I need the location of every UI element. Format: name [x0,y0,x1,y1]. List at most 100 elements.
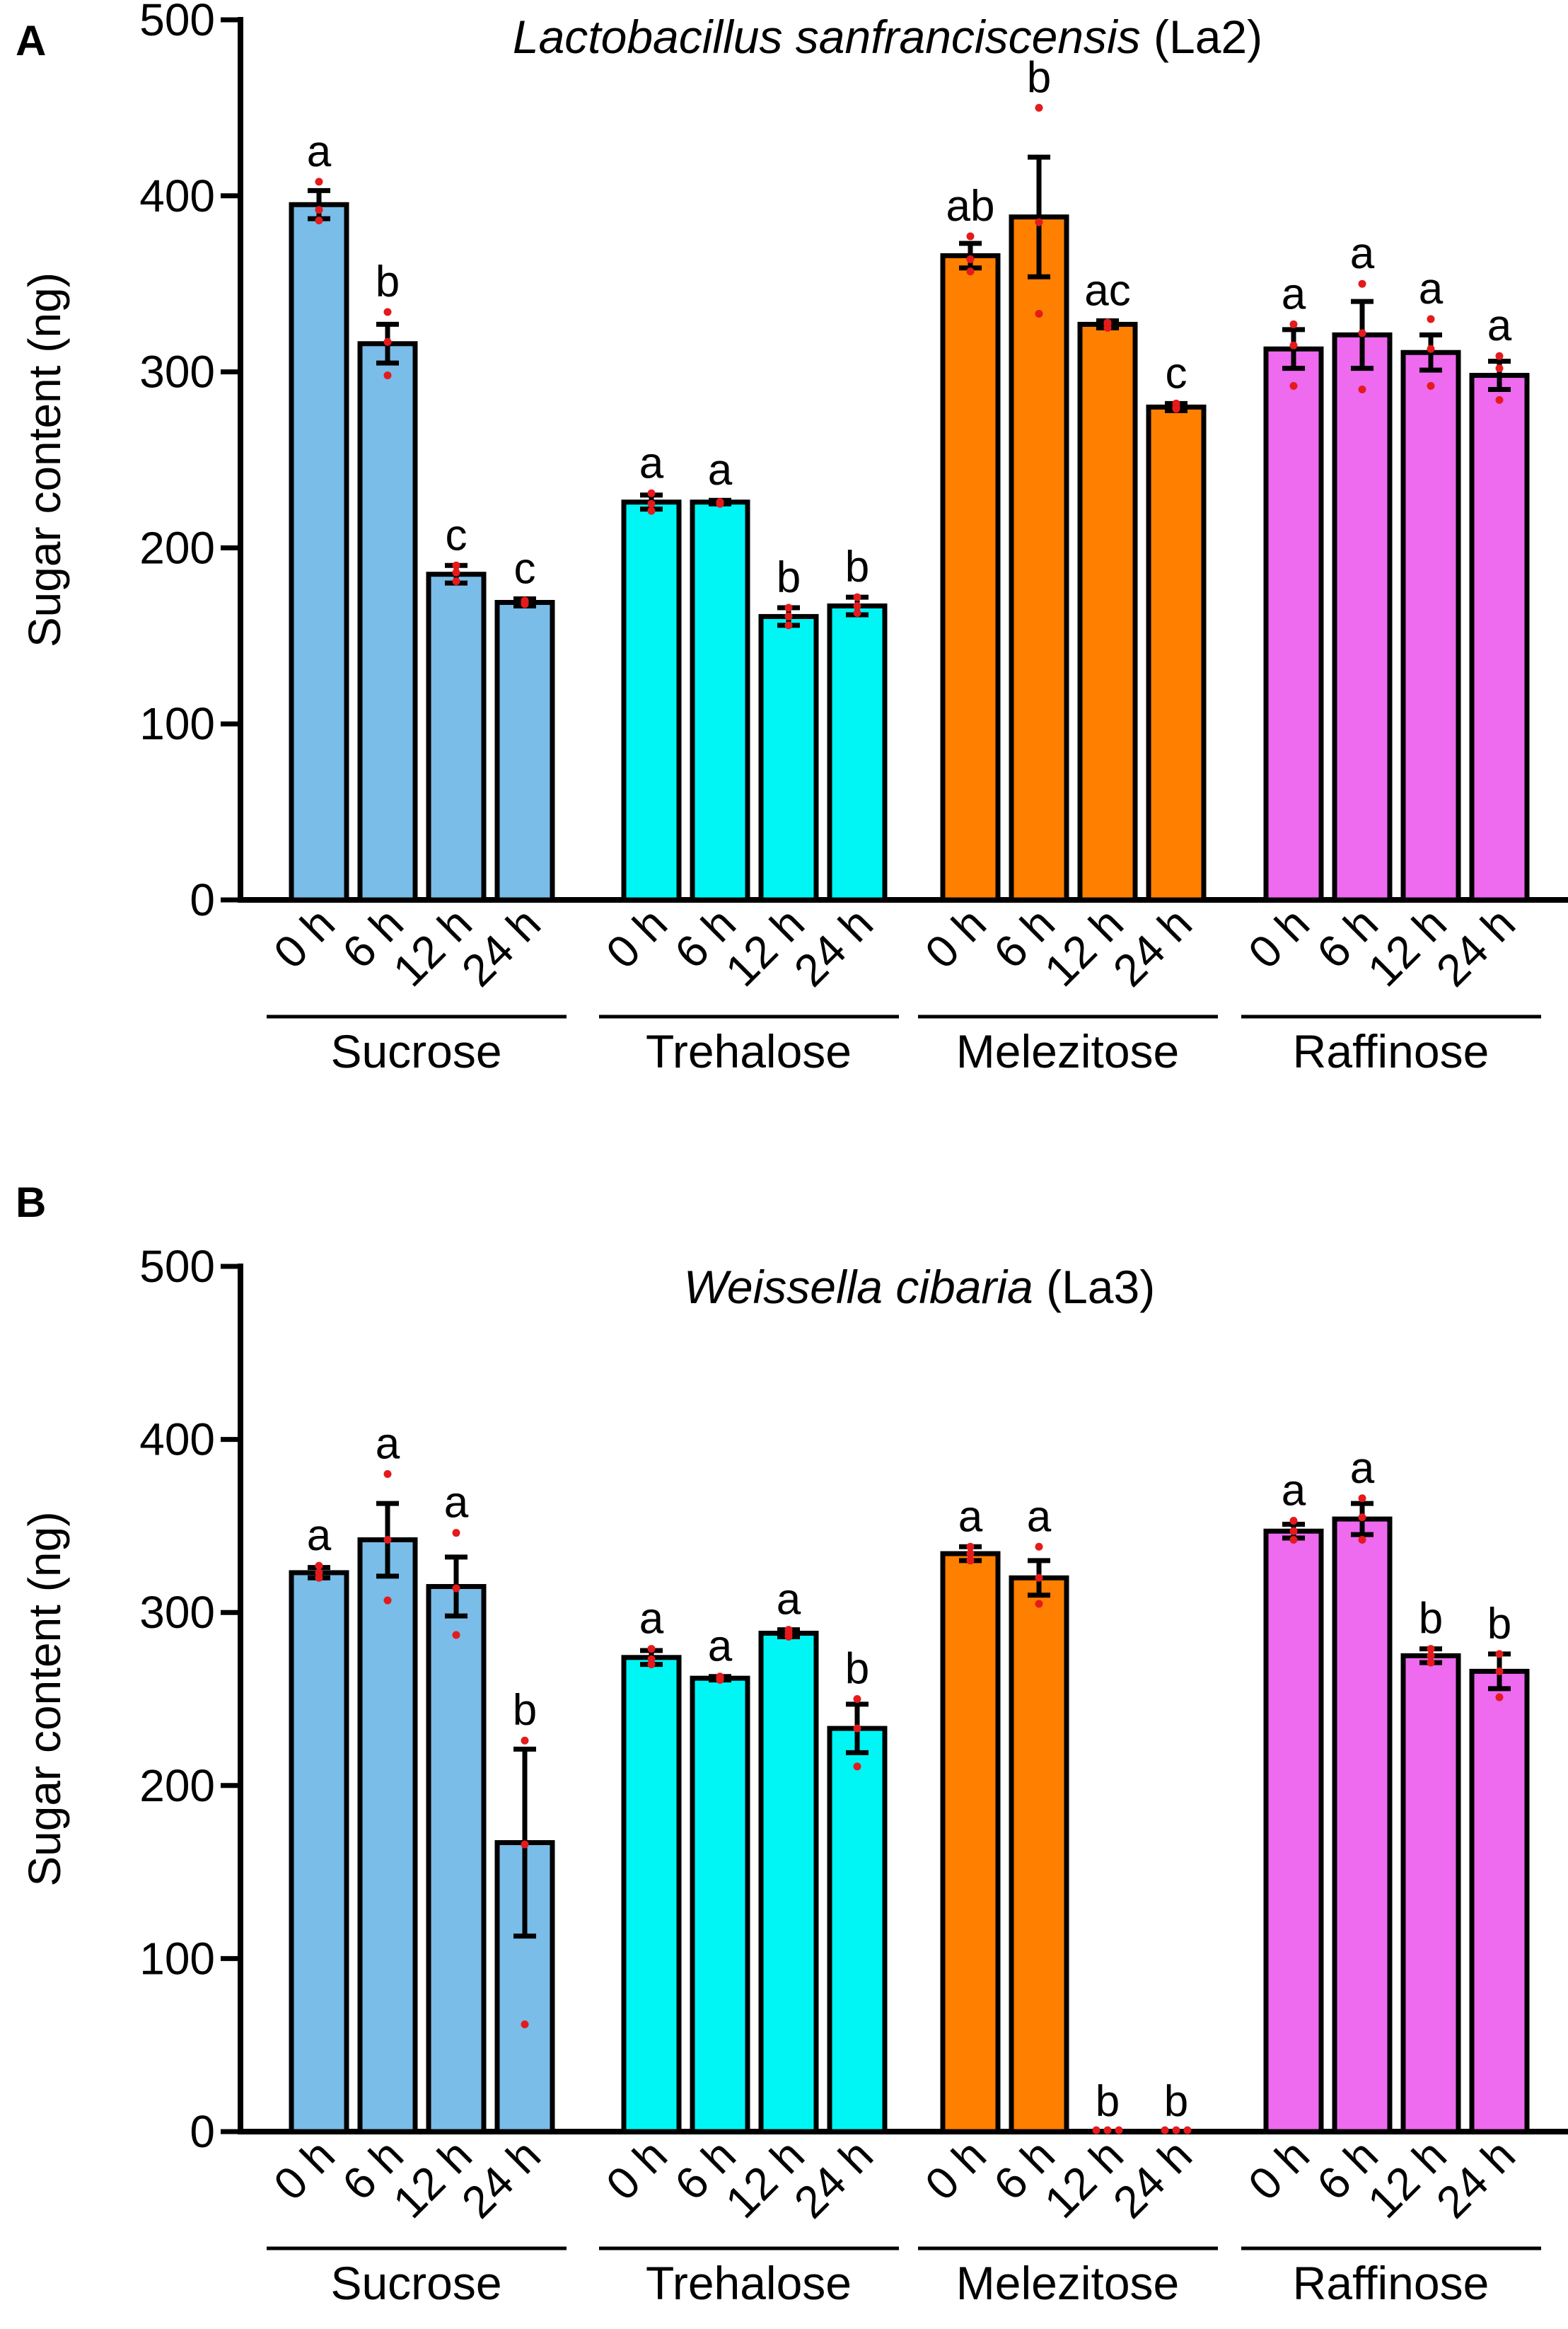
data-point [1035,1573,1043,1582]
data-point [315,178,323,186]
y-axis-label: Sugar content (ng) [19,272,70,647]
data-point [966,255,975,263]
data-point [521,2020,529,2028]
bar [426,1584,487,2134]
significance-letter: a [1419,265,1444,313]
data-point [1427,345,1435,353]
significance-letter: a [639,439,664,487]
data-point [853,1762,861,1771]
data-point [452,577,460,586]
significance-letter: a [444,1479,469,1527]
data-point [1289,320,1298,328]
data-point [1035,309,1043,318]
data-point [1289,382,1298,391]
data-point [521,1736,529,1745]
y-tick-label: 200 [139,1760,215,1811]
data-point [853,593,861,601]
data-point [452,1529,460,1537]
data-point [1358,1535,1366,1544]
bar [621,499,682,903]
significance-letter: b [376,258,400,306]
group-label: Raffinose [1293,1025,1489,1077]
data-point [1289,1535,1298,1544]
significance-letter: a [376,1420,400,1469]
data-point [1495,1693,1504,1701]
data-point [1495,1667,1504,1675]
x-tick-label: 24 h [1427,2129,1525,2228]
significance-letter: b [513,1686,537,1735]
bar [690,499,750,903]
x-tick-label: 0 h [596,2129,677,2210]
data-point [383,337,392,346]
data-point [1183,2126,1192,2134]
group-label: Sucrose [330,1025,501,1077]
bar [357,341,418,903]
data-point [1495,364,1504,373]
x-tick-label: 0 h [264,2129,344,2210]
y-tick-label: 0 [190,2106,215,2157]
significance-letter: c [446,511,468,560]
y-tick-label: 100 [139,1933,215,1984]
panel-b: B Weissella cibaria (La3) Sugar content (n… [16,1179,1568,2309]
significance-letter: a [639,1595,664,1643]
data-point [452,568,460,577]
bar [494,1840,555,2134]
group-label: Trehalose [646,2257,852,2309]
data-point [1358,279,1366,288]
data-point [1103,2126,1112,2134]
y-tick-label: 500 [139,0,215,45]
data-point [647,1645,656,1653]
y-tick-label: 400 [139,1414,215,1465]
group-label: Melezitose [956,2257,1179,2309]
data-point [383,308,392,316]
x-tick-label: 0 h [264,898,344,978]
data-point [383,1535,392,1544]
chart-title: Weissella cibaria (La3) [684,1261,1155,1313]
bar [1077,321,1138,903]
y-tick-label: 0 [190,874,215,925]
bar [426,572,487,903]
group-label: Raffinose [1293,2257,1489,2309]
data-point [1035,218,1043,226]
data-point [853,608,861,617]
panel-a: A Lactobacillus sanfranciscensis (La2) Sug… [16,0,1568,1077]
bar [1263,1528,1324,2134]
significance-letter: a [708,446,733,495]
data-point [315,206,323,214]
x-tick-label: 0 h [596,898,677,978]
data-point [1092,2126,1100,2134]
data-point [521,1840,529,1849]
data-point [315,1573,323,1582]
x-tick-label: 24 h [452,2129,550,2228]
bar [1332,1516,1393,2134]
data-point [647,499,656,508]
data-point [383,1470,392,1479]
group-label: Trehalose [646,1025,852,1077]
bar [1009,214,1069,903]
data-point [784,603,793,612]
data-point [1427,382,1435,391]
x-tick-label: 24 h [784,898,883,996]
data-point [1427,1645,1435,1653]
significance-letter: a [307,127,332,176]
data-point [1358,1513,1366,1522]
bar [827,603,888,903]
x-tick-label: 24 h [1103,898,1202,996]
chart-title: Lactobacillus sanfranciscensis (La2) [513,11,1262,63]
data-point [1035,103,1043,112]
significance-letter: b [845,1645,869,1694]
data-point [966,1556,975,1565]
y-tick-label: 400 [139,171,215,221]
significance-letter: b [845,543,869,591]
data-point [784,612,793,620]
significance-letter: c [514,545,536,594]
bar [940,1551,1001,2134]
bar [1400,1653,1461,2134]
significance-letter: a [1282,270,1306,318]
x-tick-label: 0 h [1238,2129,1319,2210]
significance-letter: b [1487,1600,1511,1648]
x-tick-label: 0 h [1238,898,1319,978]
panel-letter: B [16,1179,46,1226]
significance-letter: a [1027,1492,1052,1541]
y-tick-label: 300 [139,347,215,398]
